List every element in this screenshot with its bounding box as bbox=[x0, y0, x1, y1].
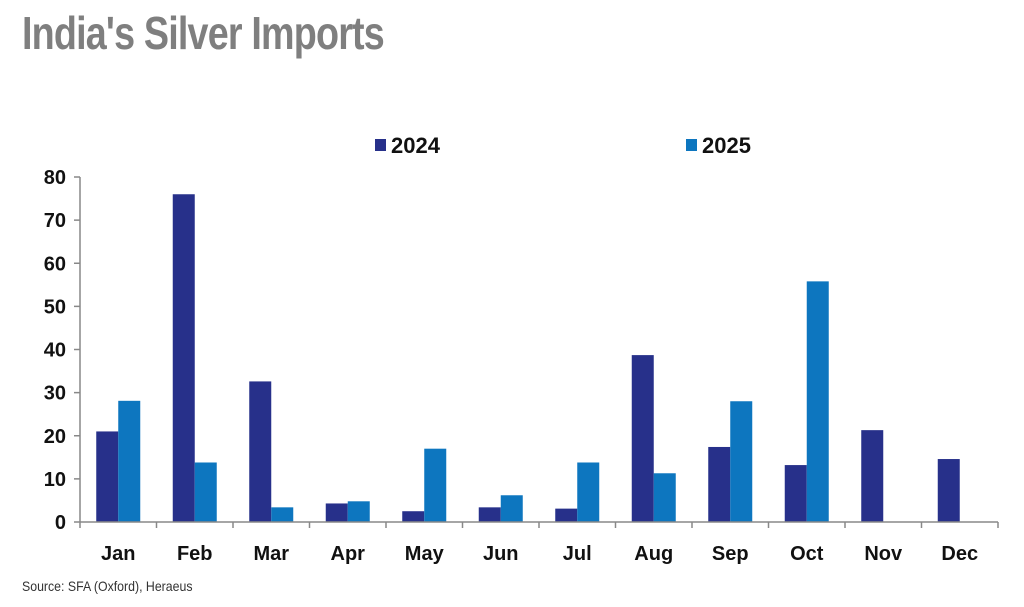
bar-2025-jan bbox=[118, 400, 141, 522]
bar-2025-jun bbox=[500, 495, 523, 522]
y-tick-label: 60 bbox=[44, 253, 66, 275]
bar-2024-jun bbox=[478, 507, 501, 522]
bar-2024-apr bbox=[325, 503, 348, 522]
bar-2025-oct bbox=[806, 281, 829, 522]
bar-2024-mar bbox=[249, 381, 272, 522]
bar-2024-jul bbox=[555, 508, 578, 522]
y-tick-label: 10 bbox=[44, 469, 66, 491]
bar-2025-feb bbox=[194, 462, 217, 522]
bar-2025-mar bbox=[271, 507, 294, 522]
chart-title: India's Silver Imports bbox=[22, 7, 385, 59]
y-tick-label: 40 bbox=[44, 340, 66, 362]
x-tick-label: Dec bbox=[941, 543, 978, 565]
bar-2024-dec bbox=[937, 459, 960, 522]
y-tick-label: 80 bbox=[44, 167, 66, 189]
x-tick-label: Apr bbox=[331, 543, 366, 565]
bar-2025-jul bbox=[577, 462, 600, 522]
y-tick-label: 30 bbox=[44, 383, 66, 405]
x-tick-label: Jul bbox=[563, 543, 592, 565]
x-tick-label: Feb bbox=[177, 543, 213, 565]
x-tick-label: Nov bbox=[864, 543, 903, 565]
y-tick-label: 20 bbox=[44, 426, 66, 448]
x-tick-label: Jun bbox=[483, 543, 519, 565]
bar-2024-aug bbox=[631, 355, 654, 522]
x-tick-label: Sep bbox=[712, 543, 749, 565]
source-note: Source: SFA (Oxford), Heraeus bbox=[22, 578, 193, 594]
bar-2025-aug bbox=[653, 473, 676, 522]
legend-swatch-2025 bbox=[686, 139, 697, 151]
bar-2024-may bbox=[402, 511, 425, 522]
legend-label-2024: 2024 bbox=[391, 133, 441, 158]
y-tick-label: 70 bbox=[44, 210, 66, 232]
bar-2024-oct bbox=[784, 465, 807, 522]
bar-2025-sep bbox=[730, 401, 753, 522]
legend-label-2025: 2025 bbox=[702, 133, 751, 158]
x-tick-label: Jan bbox=[101, 543, 135, 565]
bar-2024-sep bbox=[708, 446, 731, 522]
y-tick-label: 0 bbox=[55, 512, 66, 534]
bar-2024-nov bbox=[861, 430, 884, 522]
bar-2025-may bbox=[424, 448, 447, 522]
x-tick-label: Aug bbox=[634, 543, 673, 565]
bar-2025-apr bbox=[347, 501, 370, 522]
x-tick-label: May bbox=[405, 543, 445, 565]
y-tick-label: 50 bbox=[44, 296, 66, 318]
x-tick-label: Oct bbox=[790, 543, 824, 565]
bar-2024-feb bbox=[172, 194, 195, 522]
bar-2024-jan bbox=[96, 431, 119, 522]
legend-swatch-2024 bbox=[375, 139, 386, 151]
x-tick-label: Mar bbox=[253, 543, 289, 565]
